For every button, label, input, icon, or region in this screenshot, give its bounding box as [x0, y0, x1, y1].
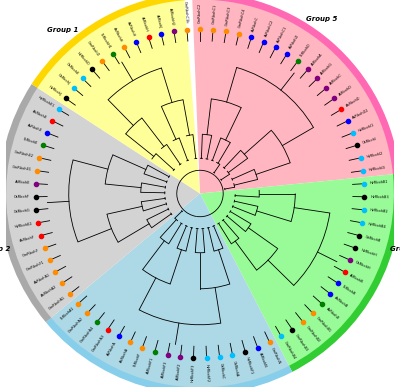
Text: HvRbohB1: HvRbohB1: [370, 180, 389, 185]
Text: HvRbohH: HvRbohH: [360, 248, 377, 257]
Text: AtRbohN: AtRbohN: [258, 352, 267, 368]
Text: StRbohB: StRbohB: [342, 285, 357, 296]
Text: OsRbohG: OsRbohG: [14, 209, 31, 214]
Text: Group 1: Group 1: [48, 27, 79, 33]
Text: AtRbohG: AtRbohG: [320, 62, 334, 76]
Text: HvRbohB2: HvRbohB2: [369, 209, 388, 214]
Text: StRbohA1: StRbohA1: [59, 306, 75, 321]
Text: StRbohE: StRbohE: [22, 137, 38, 146]
Text: AsRbohD2: AsRbohD2: [352, 108, 370, 120]
Text: AtRbohF3: AtRbohF3: [161, 360, 168, 378]
Text: HvRbohF1: HvRbohF1: [245, 357, 254, 375]
Text: GmRbohA1: GmRbohA1: [48, 296, 66, 311]
Text: StRbohF: StRbohF: [133, 352, 142, 368]
Text: GmRbohC4: GmRbohC4: [238, 8, 247, 29]
Text: AtRbohD: AtRbohD: [338, 84, 353, 97]
Text: AsRbohH: AsRbohH: [126, 21, 136, 37]
Wedge shape: [192, 0, 394, 194]
Wedge shape: [200, 174, 396, 367]
Text: HvRbohF3: HvRbohF3: [190, 363, 195, 382]
Text: AsRbohE: AsRbohE: [26, 123, 42, 133]
Text: HvRbohJ: HvRbohJ: [48, 85, 62, 97]
Text: HvRbohB3: HvRbohB3: [370, 195, 389, 199]
Text: AsRbohA1: AsRbohA1: [34, 273, 51, 285]
Text: GmRbohE1: GmRbohE1: [11, 165, 32, 172]
Text: AtRbohF2: AtRbohF2: [176, 362, 182, 380]
Text: OsRbohE: OsRbohE: [66, 62, 80, 76]
Wedge shape: [36, 0, 200, 194]
Text: HvRbohI3: HvRbohI3: [368, 166, 386, 172]
Text: GmRbohC2: GmRbohC2: [198, 3, 202, 23]
Text: HvRbohI2: HvRbohI2: [366, 151, 384, 159]
Wedge shape: [4, 87, 200, 319]
Text: AaRbohA: AaRbohA: [119, 347, 130, 363]
Text: Group 2: Group 2: [0, 246, 10, 252]
Text: AtRbohH2: AtRbohH2: [168, 7, 175, 26]
Text: GmRbohF: GmRbohF: [22, 248, 40, 258]
Text: AtRbohA: AtRbohA: [310, 52, 324, 66]
Text: OsRbohI: OsRbohI: [362, 137, 378, 146]
Text: AsRbohC2: AsRbohC2: [264, 19, 275, 37]
Text: HvRbohI1: HvRbohI1: [358, 122, 375, 133]
Text: Group 5: Group 5: [306, 16, 338, 22]
Text: AaRbohA2: AaRbohA2: [41, 285, 58, 298]
Text: HvRbohE2: HvRbohE2: [14, 222, 33, 229]
Text: GmRbohB1: GmRbohB1: [315, 316, 332, 334]
Text: HvRbohE1: HvRbohE1: [37, 95, 55, 108]
Text: GmRbohC1: GmRbohC1: [212, 3, 217, 24]
Text: OsRbohA: OsRbohA: [232, 360, 239, 377]
Text: AtRbohC: AtRbohC: [330, 73, 344, 86]
Text: GmRbohC3: GmRbohC3: [225, 5, 232, 26]
Text: OsRbohF: OsRbohF: [14, 195, 30, 199]
Text: Group 4: Group 4: [390, 246, 400, 252]
Text: AaRbohD: AaRbohD: [345, 96, 362, 108]
Text: StRbohH1: StRbohH1: [99, 33, 112, 50]
Text: AaRbohH: AaRbohH: [112, 27, 124, 43]
Text: OsRbohC: OsRbohC: [218, 362, 224, 379]
Text: GmRbohA4: GmRbohA4: [79, 325, 95, 343]
Text: AsRbohC1: AsRbohC1: [276, 25, 288, 43]
Text: AsRbohD: AsRbohD: [288, 34, 300, 50]
Text: AsRbohC: AsRbohC: [251, 16, 260, 33]
Text: AsRbohA: AsRbohA: [106, 341, 118, 356]
Text: OsRbohJ: OsRbohJ: [57, 73, 70, 86]
Text: GmRbohB2: GmRbohB2: [305, 325, 321, 343]
Text: OsRbohB: OsRbohB: [364, 235, 381, 243]
Text: GmRbohC1b: GmRbohC1b: [183, 1, 188, 24]
Text: HvRbohF2: HvRbohF2: [205, 363, 210, 382]
Text: HvRbohD: HvRbohD: [76, 51, 90, 66]
Text: GmRbohB3: GmRbohB3: [294, 333, 309, 352]
Text: GmRbohN: GmRbohN: [270, 347, 282, 365]
Text: GmRbohB4: GmRbohB4: [282, 341, 296, 360]
Text: AtRbohJ: AtRbohJ: [154, 14, 162, 29]
Text: OsRbohH: OsRbohH: [355, 261, 372, 271]
Text: AaRbohB: AaRbohB: [334, 296, 349, 309]
Text: AtRbohE: AtRbohE: [14, 180, 30, 185]
Text: GmRbohD: GmRbohD: [86, 41, 100, 58]
Text: AtRbohF1: AtRbohF1: [146, 357, 155, 375]
Text: GmRbohF1: GmRbohF1: [26, 261, 45, 272]
Text: AtRbohH: AtRbohH: [140, 16, 149, 33]
Text: AaRbohE: AaRbohE: [32, 110, 48, 120]
Text: AaRbohF: AaRbohF: [20, 235, 36, 243]
Text: GmRbohA2: GmRbohA2: [68, 316, 85, 334]
Text: GmRbohE2: GmRbohE2: [14, 150, 34, 159]
Text: AsRbohB: AsRbohB: [325, 306, 339, 320]
Text: AtRbohB: AtRbohB: [349, 273, 364, 284]
Text: HvRbohB4: HvRbohB4: [367, 222, 386, 229]
Text: GmRbohA3: GmRbohA3: [91, 333, 106, 352]
Text: StRbohD: StRbohD: [300, 43, 312, 58]
Wedge shape: [50, 194, 290, 387]
